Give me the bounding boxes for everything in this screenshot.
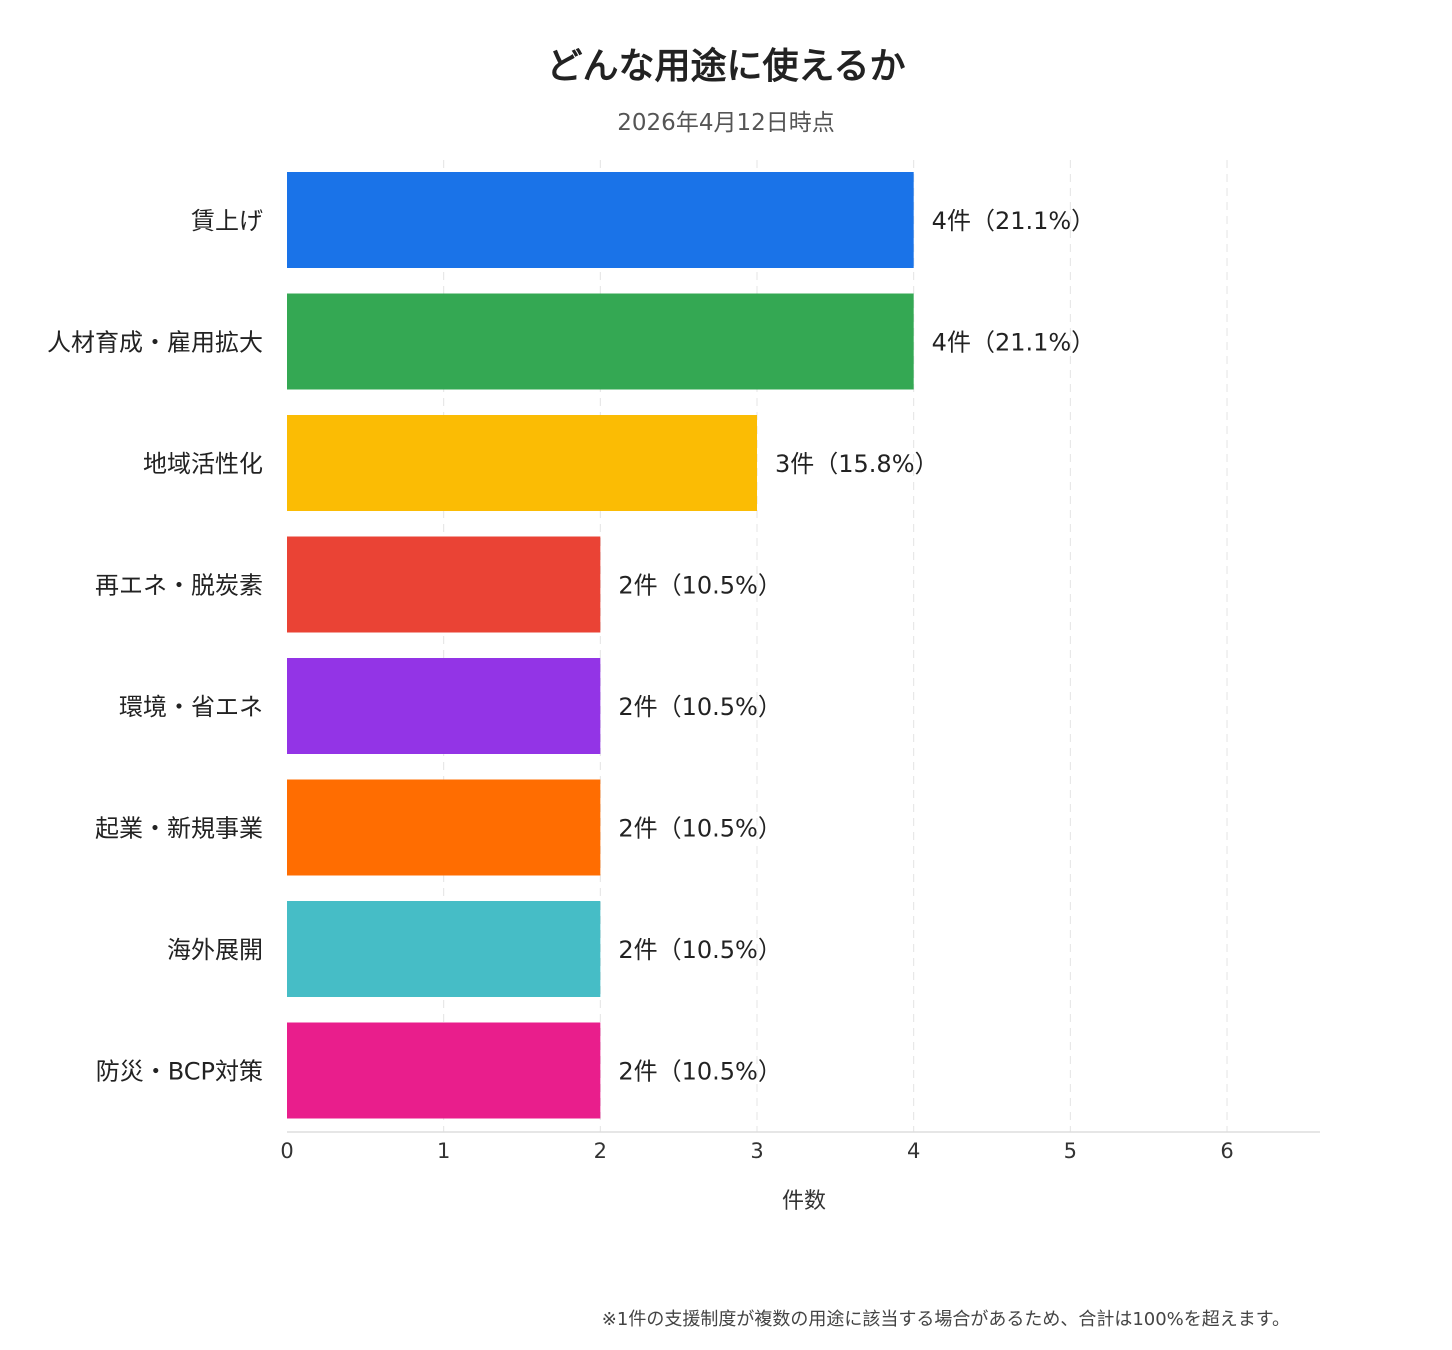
bar-6 [287, 901, 601, 997]
value-label-2: 3件（15.8%） [775, 450, 939, 478]
category-label-5: 起業・新規事業 [95, 815, 263, 843]
category-label-1: 人材育成・雇用拡大 [47, 329, 263, 357]
value-label-5: 2件（10.5%） [618, 815, 782, 843]
bar-1 [287, 293, 914, 390]
category-label-0: 賃上げ [191, 207, 263, 235]
bars [287, 172, 914, 1119]
value-label-1: 4件（21.1%） [932, 329, 1096, 357]
chart-title: どんな用途に使えるか [547, 45, 906, 87]
bar-7 [287, 1022, 601, 1119]
x-axis-ticks: 0 1 2 3 4 5 6 [280, 1139, 1233, 1163]
x-tick-label-2: 2 [594, 1139, 607, 1163]
x-tick-label-3: 3 [750, 1139, 763, 1163]
category-label-6: 海外展開 [167, 936, 263, 964]
value-label-3: 2件（10.5%） [618, 572, 782, 600]
bar-4 [287, 658, 601, 754]
category-label-2: 地域活性化 [143, 450, 263, 478]
x-tick-label-1: 1 [437, 1139, 450, 1163]
footnote: ※1件の支援制度が複数の用途に該当する場合があるため、合計は100%を超えます。 [602, 1309, 1290, 1330]
value-label-7: 2件（10.5%） [618, 1058, 782, 1086]
chart-subtitle: 2026年4月12日時点 [617, 110, 834, 136]
value-label-4: 2件（10.5%） [618, 693, 782, 721]
x-tick-label-4: 4 [907, 1139, 920, 1163]
bar-2 [287, 415, 758, 511]
category-label-3: 再エネ・脱炭素 [95, 572, 263, 600]
value-label-0: 4件（21.1%） [932, 207, 1096, 235]
bar-0 [287, 172, 914, 268]
category-label-4: 環境・省エネ [119, 693, 263, 721]
category-label-7: 防災・BCP対策 [96, 1058, 263, 1086]
x-tick-label-5: 5 [1064, 1139, 1077, 1163]
x-tick-label-0: 0 [280, 1139, 293, 1163]
bar-5 [287, 779, 601, 876]
category-labels: 賃上げ人材育成・雇用拡大地域活性化再エネ・脱炭素環境・省エネ起業・新規事業海外展… [47, 207, 263, 1086]
bar-3 [287, 536, 601, 633]
x-tick-label-6: 6 [1220, 1139, 1233, 1163]
value-labels: 4件（21.1%） 4件（21.1%） 3件（15.8%） 2件（10.5%） 2件（1… [618, 207, 1095, 1086]
value-label-6: 2件（10.5%） [618, 936, 782, 964]
x-axis-title: 件数 [782, 1189, 826, 1214]
